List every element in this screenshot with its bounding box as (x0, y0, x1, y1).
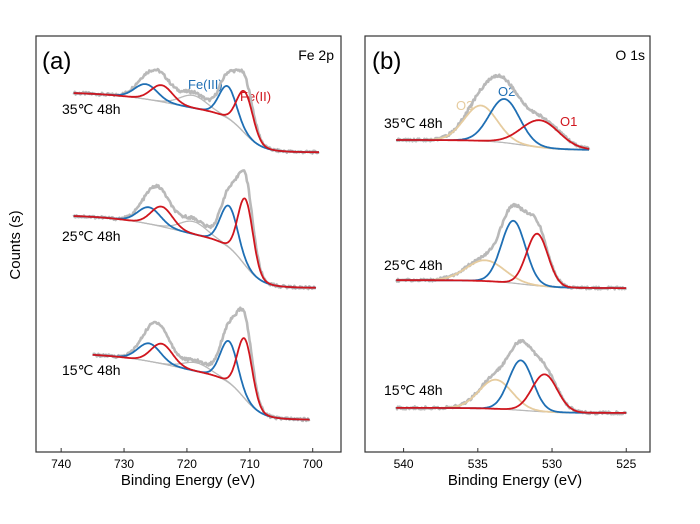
raw-envelope-curve (92, 306, 311, 423)
fit-curve-o1 (395, 119, 590, 150)
o1-label: O1 (560, 114, 577, 129)
panel-b-x-axis-label: Binding Energy (eV) (448, 472, 582, 489)
fit-curve-o1 (396, 373, 627, 414)
x-tick-label: 730 (114, 457, 134, 471)
spectrum-label-b-25: 25℃ 48h (384, 257, 443, 273)
panel-b-curves (394, 73, 628, 416)
fit-curve-feiii (92, 339, 310, 421)
panel-a-letter: (a) (42, 48, 71, 75)
y-axis-label: Counts (s) (7, 210, 24, 279)
raw-envelope-curve (394, 338, 628, 416)
spectrum-label-a-25: 25℃ 48h (62, 228, 121, 244)
panel-b-x-ticks: 540 535 530 525 (394, 448, 637, 471)
panel-a-fe2p: (a) Fe 2p Binding Energy (eV) Fe(III) Fe… (35, 35, 342, 489)
fit-curve-satellite (92, 354, 310, 421)
fit-curve-feii (92, 337, 310, 421)
panel-b-frame (364, 35, 651, 453)
panel-a-frame (35, 35, 342, 453)
x-tick-label: 525 (616, 457, 636, 471)
panel-b-title: O 1s (615, 47, 645, 63)
x-tick-label: 530 (542, 457, 562, 471)
x-tick-label: 540 (394, 457, 414, 471)
fit-curve-o1 (396, 232, 627, 290)
spectrum-label-b-35: 35℃ 48h (384, 115, 443, 131)
x-tick-label: 710 (240, 457, 260, 471)
x-tick-label: 700 (303, 457, 323, 471)
fit-curve-feii (73, 84, 319, 154)
spectrum-label-a-15: 15℃ 48h (62, 362, 121, 378)
fe3-label: Fe(III) (188, 77, 223, 92)
panel-a-title: Fe 2p (298, 47, 334, 63)
x-tick-label: 720 (177, 457, 197, 471)
spectrum-label-b-15: 15℃ 48h (384, 382, 443, 398)
panel-a-x-ticks: 740 730 720 710 700 (51, 448, 323, 471)
background-curve (73, 215, 316, 289)
x-tick-label: 535 (468, 457, 488, 471)
panel-b-o1s: (b) O 1s Binding Energy (eV) O3 O2 O1 35… (364, 35, 651, 489)
panel-a-curves (72, 67, 320, 423)
panel-b-letter: (b) (372, 48, 401, 75)
panel-a-x-axis-label: Binding Energy (eV) (121, 472, 255, 489)
raw-envelope-curve (395, 202, 627, 291)
x-tick-label: 740 (51, 457, 71, 471)
raw-envelope-curve (395, 73, 591, 151)
fit-curve-feii (73, 197, 316, 289)
fit-curve-satellite (73, 215, 316, 289)
spectrum-label-a-35: 35℃ 48h (62, 101, 121, 117)
